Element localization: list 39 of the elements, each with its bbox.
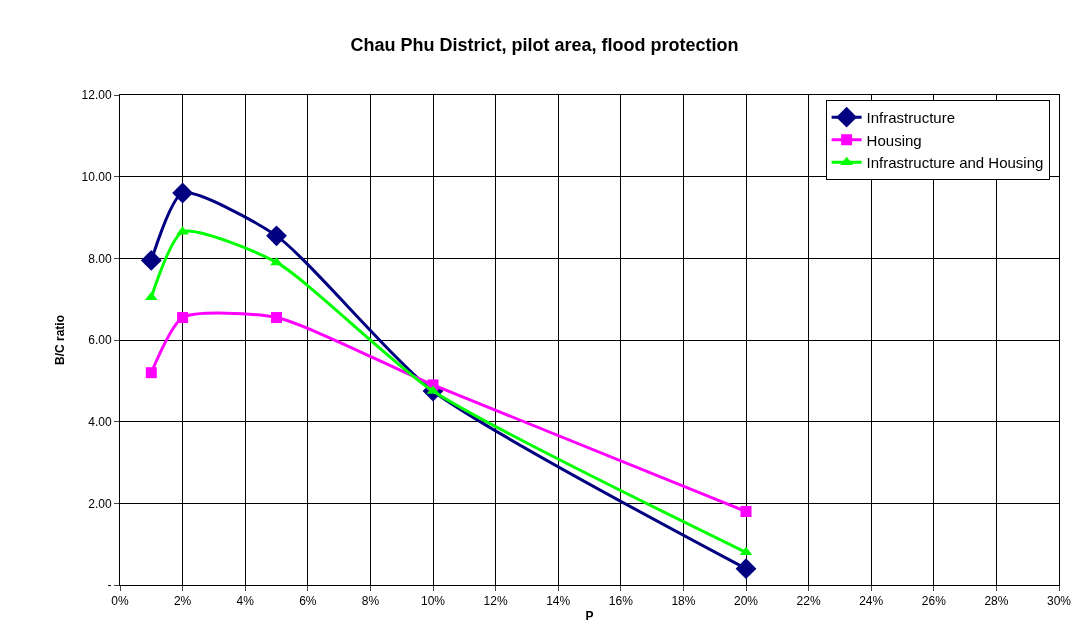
y-tick-label: 12.00 <box>81 88 112 103</box>
x-tick-label: 28% <box>984 594 1009 609</box>
x-tick-label: 12% <box>483 594 508 609</box>
y-tick-label: 6.00 <box>88 333 112 348</box>
x-tick-label: 18% <box>671 594 696 609</box>
x-tick-label: 26% <box>921 594 947 609</box>
point <box>145 367 157 379</box>
point <box>270 256 283 266</box>
x-tick-label: 20% <box>733 594 759 609</box>
point <box>140 249 162 271</box>
x-tick-label: 2% <box>173 594 192 609</box>
x-tick-label: 24% <box>859 594 884 609</box>
x-tick-label: 0% <box>111 594 129 609</box>
point <box>266 225 287 247</box>
x-tick-label: 14% <box>546 594 571 609</box>
x-tick-label: 30% <box>1046 594 1072 609</box>
point <box>177 312 189 324</box>
point <box>172 182 193 204</box>
x-tick-label: 4% <box>236 594 255 609</box>
y-tick-label: 4.00 <box>88 414 112 429</box>
point <box>739 546 753 556</box>
y-axis-title: B/C ratio <box>52 314 67 366</box>
chart-title: Chau Phu District, pilot area, flood protection <box>350 34 739 55</box>
legend-label: Infrastructure <box>866 109 955 126</box>
x-tick-label: 16% <box>608 594 634 609</box>
x-axis-title: P <box>585 609 594 624</box>
legend-label: Infrastructure and Housing <box>866 154 1044 171</box>
x-tick-label: 22% <box>796 594 821 609</box>
y-tick-label: 2.00 <box>88 496 112 511</box>
point <box>271 312 282 324</box>
x-tick-label: 6% <box>299 594 317 609</box>
x-tick-label: 8% <box>361 594 380 609</box>
y-tick-label: - <box>107 578 112 593</box>
y-tick-label: 10.00 <box>81 169 112 184</box>
point <box>740 506 752 517</box>
legend-label: Housing <box>866 131 922 149</box>
point <box>735 558 757 580</box>
y-tick-label: 8.00 <box>88 251 112 266</box>
x-tick-label: 10% <box>420 594 446 609</box>
